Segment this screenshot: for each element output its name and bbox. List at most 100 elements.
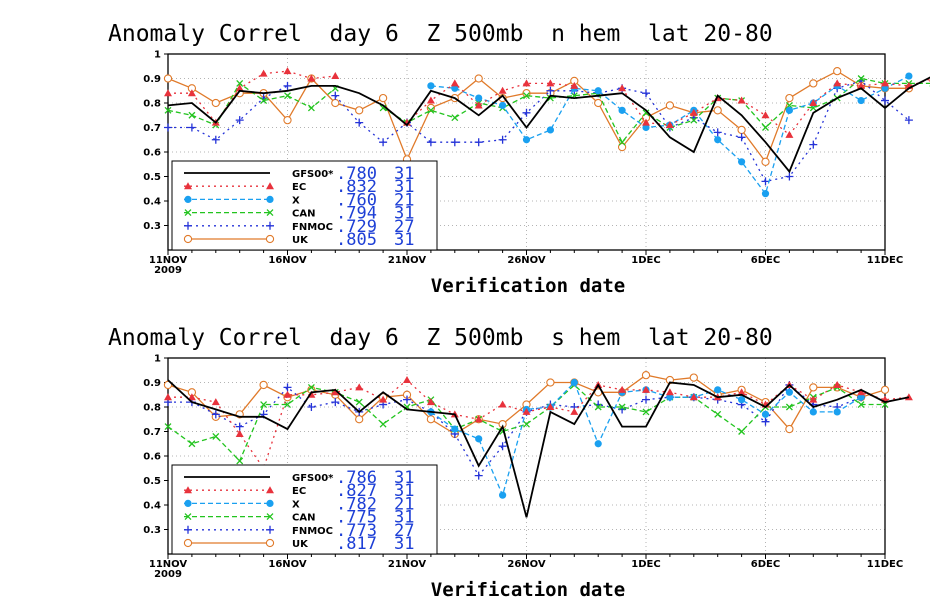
legend-score: .780 [336,164,377,184]
legend-series-name: GFS00* [292,169,334,180]
y-tick-label: 0.9 [143,378,161,389]
data-point [331,388,340,396]
data-point [283,81,292,90]
data-point [570,81,579,89]
data-point [211,135,220,144]
data-point [738,428,746,435]
data-point [283,67,292,75]
x-tick-sublabel: 2009 [154,569,182,580]
data-point [881,84,889,92]
data-point [451,84,459,92]
data-point [809,395,818,403]
data-point [713,106,722,115]
data-point [259,380,268,390]
legend-series-name: UK [292,235,309,246]
data-point [474,74,483,83]
legend-marker [184,499,192,507]
chart-panel-northern-hemisphere: Anomaly Correl day 6 Z 500mb n hem lat 2… [108,21,930,297]
legend-box [171,160,438,251]
legend-marker [266,513,274,521]
data-point [355,118,364,127]
data-point [881,96,889,105]
series-line [167,76,930,174]
y-tick-label: 1 [154,50,161,61]
data-point [833,79,842,87]
data-point [833,408,841,416]
legend-series-name: EC [292,182,306,193]
series-x [427,72,913,198]
data-point [474,101,483,109]
legend-marker [184,209,192,217]
data-point [523,420,530,428]
legend-series-name: CAN [292,513,315,524]
x-tick-label: 11NOV [149,255,188,266]
data-point [857,75,865,82]
data-point [689,108,698,116]
data-point [642,118,650,126]
data-point [164,423,172,431]
legend-marker [183,538,193,548]
data-point [665,388,674,396]
data-point [260,401,268,409]
data-point [355,398,363,406]
data-point [809,140,818,149]
data-point [881,79,889,87]
legend-row: EC .827 31 [184,481,414,501]
data-point [642,385,650,393]
legend-score: .827 [336,481,377,501]
data-point [164,106,172,114]
legend-row: UK .817 31 [183,534,414,554]
data-point [523,92,530,100]
legend-marker [266,209,274,217]
legend-marker [184,513,192,521]
series-line [168,70,930,136]
data-point [450,79,459,87]
data-point [618,403,626,411]
x-tick-label: 1DEC [631,255,660,266]
data-point [475,94,483,102]
data-point [785,93,794,103]
data-point [474,138,483,147]
data-point [546,403,555,410]
data-point [164,89,172,97]
x-tick-label: 1DEC [631,559,660,570]
data-point [762,124,769,131]
data-point [451,425,459,433]
data-point [474,471,483,480]
legend-score: .794 [336,204,377,224]
data-point [737,133,746,142]
data-point [331,72,340,80]
series-uk [163,370,890,439]
data-point [738,158,746,166]
data-point [761,190,770,198]
x-tick-label: 16NOV [268,559,307,570]
data-point [761,111,770,119]
legend-marker [266,221,274,230]
data-point [689,373,698,382]
legend-score: .786 [336,468,377,488]
legend-row: GFS00* .786 31 [184,468,414,488]
data-point [737,125,746,135]
data-point [833,380,842,388]
data-point [785,172,794,181]
data-point [809,79,818,88]
data-point [570,378,578,387]
data-point [164,123,172,132]
data-point [379,395,388,403]
data-point [857,96,865,105]
series-gfs00 [167,76,930,174]
data-point [235,422,244,431]
y-tick-label: 0.7 [143,427,161,438]
legend-count: 31 [394,230,414,250]
data-point [187,393,196,401]
series-line [167,379,910,518]
legend-count: 31 [394,481,414,501]
x-tick-label: 26NOV [507,255,546,266]
series-line [168,384,862,477]
legend-row: EC .832 31 [184,177,414,197]
data-point [163,74,173,83]
legend-series-name: CAN [292,209,315,220]
x-tick-label: 6DEC [751,255,780,266]
data-point [188,440,196,448]
